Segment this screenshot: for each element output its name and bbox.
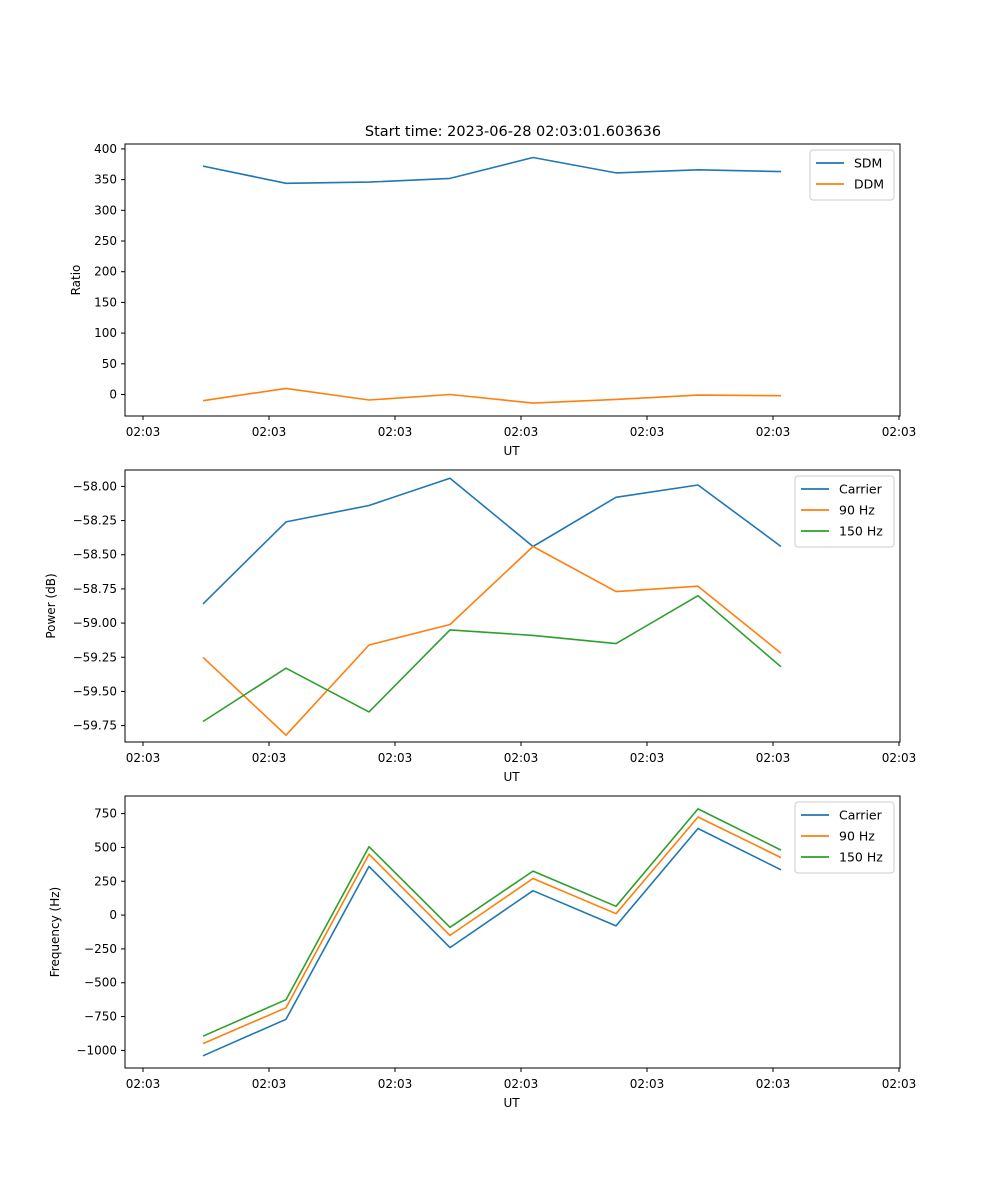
y-tick-label: −500: [84, 976, 117, 990]
x-tick-label: 02:03: [252, 751, 287, 765]
x-tick-label: 02:03: [630, 1077, 665, 1091]
legend: Carrier 90 Hz 150 Hz: [794, 801, 895, 874]
x-tick-label: 02:03: [126, 751, 161, 765]
y-axis-label: Power (dB): [44, 573, 58, 638]
y-tick-label: −59.50: [73, 684, 117, 698]
y-tick-label: 350: [94, 173, 117, 187]
x-tick-label: 02:03: [252, 425, 287, 439]
series-line-150-hz: [202, 808, 782, 1037]
x-tick-label: 02:03: [504, 1077, 539, 1091]
x-axis-label: UT: [503, 1096, 520, 1110]
x-tick-label: 02:03: [252, 1077, 287, 1091]
x-tick-label: 02:03: [882, 751, 917, 765]
x-tick-label: 02:03: [504, 751, 539, 765]
panel-1: 02:03 02:03 02:03 02:03 02:03 02:03 02:03 UT 0 50…: [69, 142, 916, 458]
y-tick-label: −58.50: [73, 548, 117, 562]
x-tick-label: 02:03: [378, 751, 413, 765]
legend-label: 90 Hz: [839, 829, 875, 844]
y-tick-label: 0: [109, 388, 117, 402]
series-line-90-hz: [202, 545, 782, 737]
legend-label: DDM: [854, 177, 884, 192]
x-tick-label: 02:03: [882, 425, 917, 439]
series-line-150-hz: [202, 594, 782, 723]
y-tick-label: −1000: [76, 1043, 117, 1057]
x-tick-label: 02:03: [378, 1077, 413, 1091]
y-axis-label: Ratio: [69, 265, 83, 296]
legend-label: Carrier: [839, 808, 883, 823]
y-tick-label: −59.75: [73, 719, 117, 733]
y-tick-label: 400: [94, 142, 117, 156]
legend-label: SDM: [854, 156, 882, 171]
panel-3: 02:03 02:03 02:03 02:03 02:03 02:03 02:03 UT −10…: [48, 795, 917, 1110]
y-tick-label: 250: [94, 234, 117, 248]
y-tick-label: 0: [109, 908, 117, 922]
x-tick-label: 02:03: [756, 1077, 791, 1091]
x-tick-label: 02:03: [630, 751, 665, 765]
legend: Carrier 90 Hz 150 Hz: [794, 475, 895, 548]
x-tick-label: 02:03: [504, 425, 539, 439]
legend-label: Carrier: [839, 482, 883, 497]
x-tick-label: 02:03: [378, 425, 413, 439]
x-tick-label: 02:03: [756, 425, 791, 439]
y-tick-label: −58.00: [73, 479, 117, 493]
figure-title: Start time: 2023-06-28 02:03:01.603636: [365, 124, 661, 140]
series-line-ddm: [202, 387, 782, 404]
y-tick-label: 250: [94, 874, 117, 888]
series-line-carrier: [202, 477, 782, 605]
x-tick-label: 02:03: [126, 425, 161, 439]
series-line-sdm: [202, 156, 782, 185]
panel-2: 02:03 02:03 02:03 02:03 02:03 02:03 02:03 UT −59…: [44, 469, 917, 784]
legend-label: 150 Hz: [839, 524, 883, 539]
y-axis-label: Frequency (Hz): [48, 887, 62, 978]
y-tick-label: 750: [94, 807, 117, 821]
y-tick-label: −750: [84, 1010, 117, 1024]
y-tick-label: 300: [94, 203, 117, 217]
axes-frame: [124, 143, 901, 417]
legend-label: 90 Hz: [839, 503, 875, 518]
x-tick-label: 02:03: [630, 425, 665, 439]
y-tick-label: −59.00: [73, 616, 117, 630]
legend-label: 150 Hz: [839, 850, 883, 865]
series-line-carrier: [202, 827, 782, 1057]
legend-box: [794, 475, 895, 548]
y-tick-label: −58.75: [73, 582, 117, 596]
y-tick-label: 150: [94, 295, 117, 309]
legend-box: [794, 801, 895, 874]
x-tick-label: 02:03: [756, 751, 791, 765]
series-line-90-hz: [202, 816, 782, 1045]
legend: SDM DDM: [809, 149, 895, 201]
y-tick-label: 100: [94, 326, 117, 340]
y-tick-label: 200: [94, 265, 117, 279]
y-tick-label: −59.25: [73, 650, 117, 664]
x-axis-label: UT: [503, 444, 520, 458]
y-tick-label: −58.25: [73, 514, 117, 528]
x-tick-label: 02:03: [126, 1077, 161, 1091]
x-axis-label: UT: [503, 770, 520, 784]
y-tick-label: 50: [102, 357, 117, 371]
x-tick-label: 02:03: [882, 1077, 917, 1091]
axes-frame: [124, 795, 901, 1069]
y-tick-label: −250: [84, 942, 117, 956]
axes-frame: [124, 469, 901, 743]
y-tick-label: 500: [94, 840, 117, 854]
